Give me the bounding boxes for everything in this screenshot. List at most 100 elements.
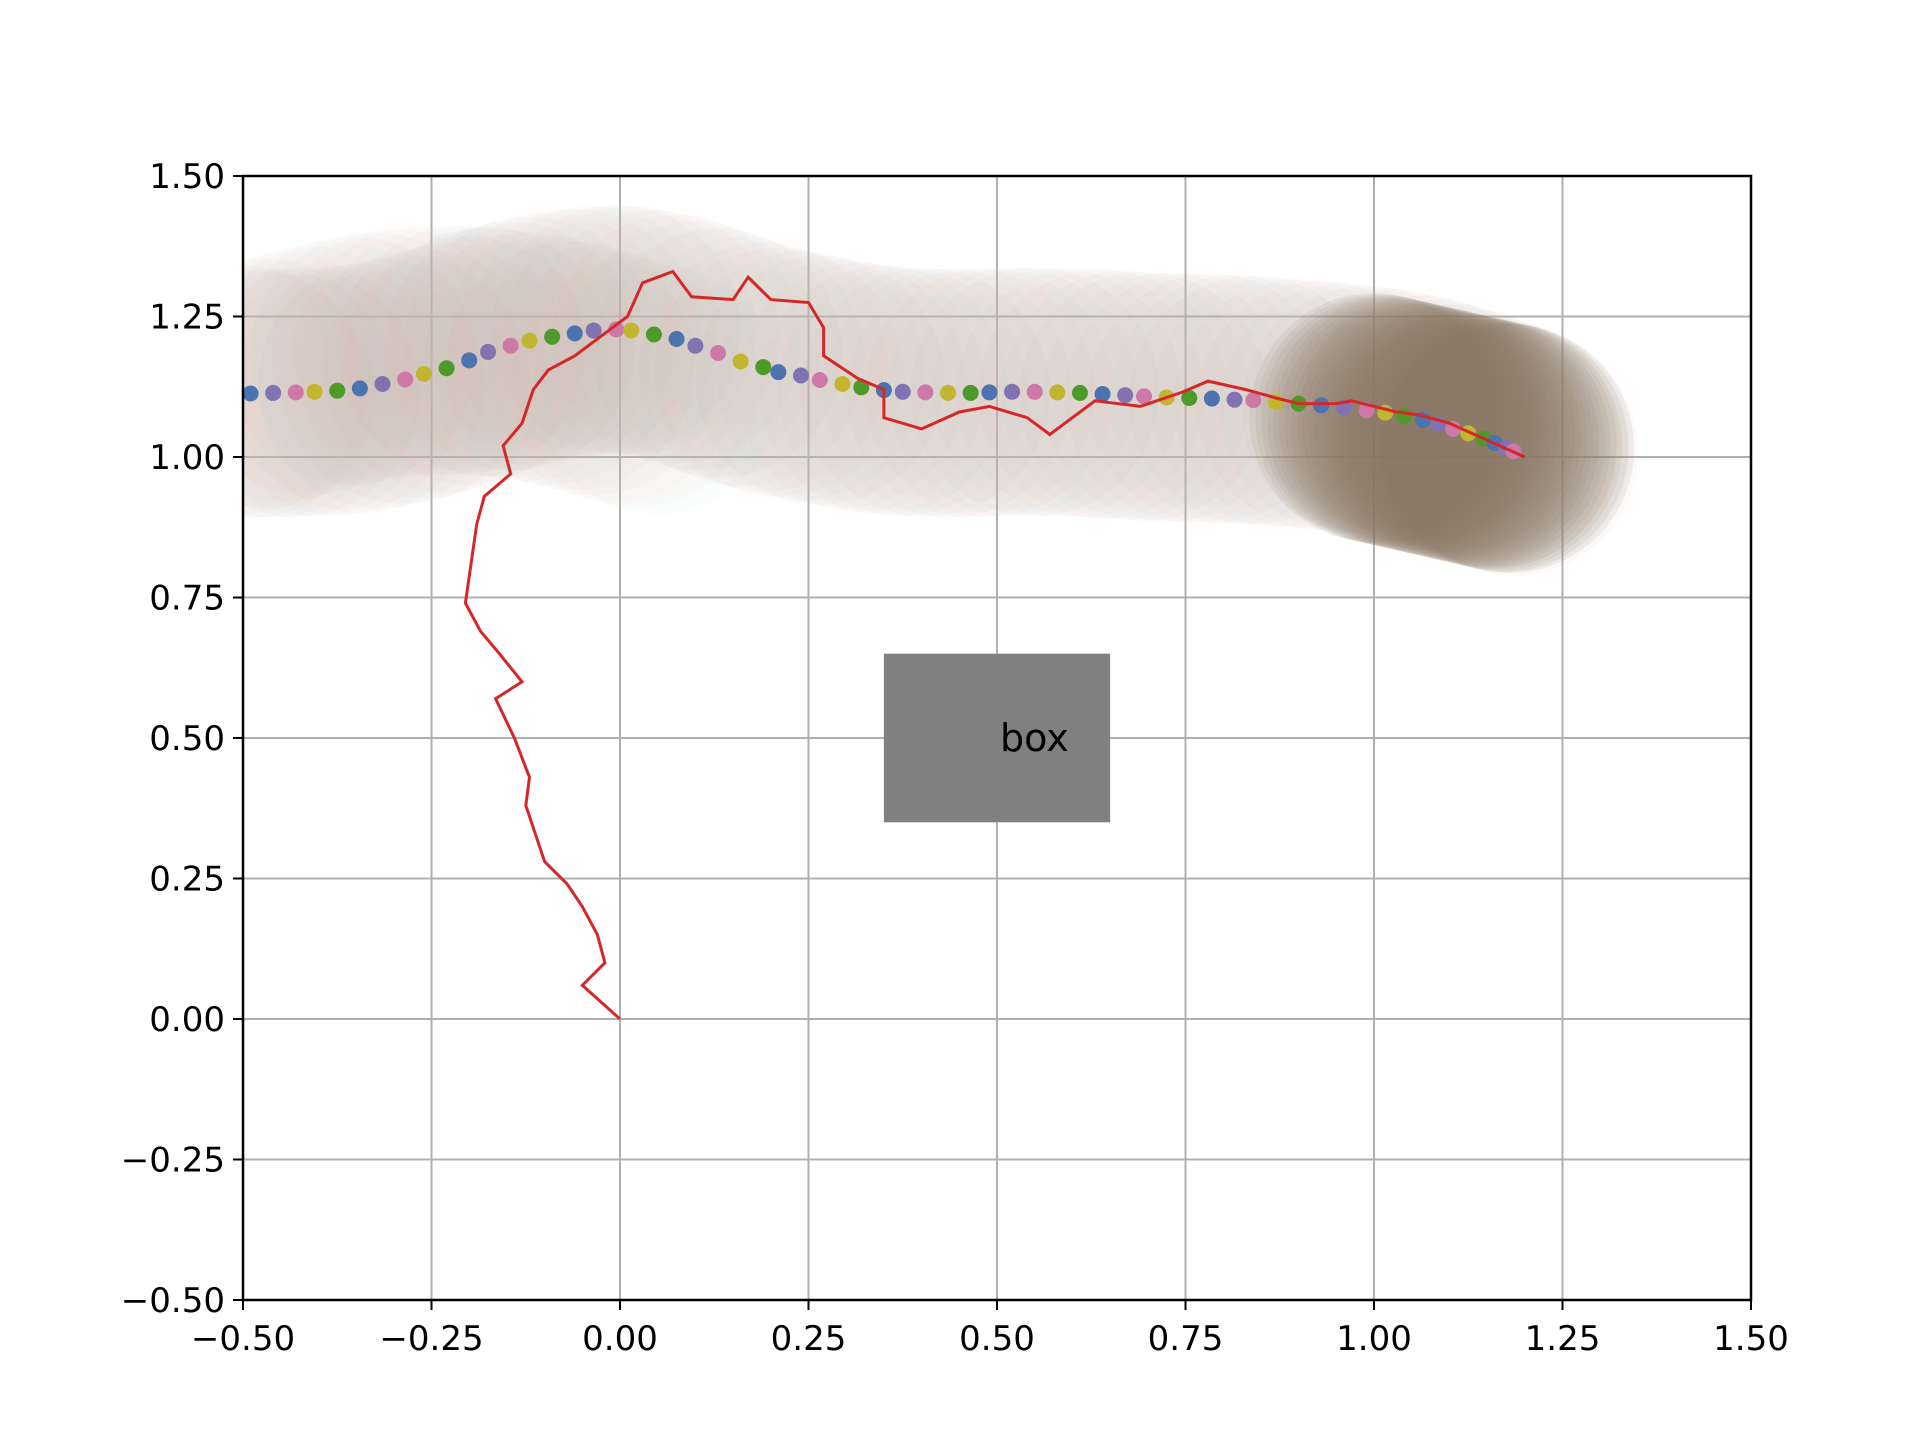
- data-point: [374, 375, 391, 392]
- data-point: [585, 322, 602, 339]
- data-point: [623, 322, 640, 339]
- halo-dense-circle: [1249, 293, 1499, 543]
- box-rect: [883, 653, 1111, 823]
- x-tick-label: 0.00: [582, 1319, 658, 1359]
- halo-dense-circle: [1314, 308, 1564, 557]
- x-tick-label: 1.00: [1336, 1319, 1412, 1359]
- data-point: [1445, 420, 1462, 437]
- halo-circle: [424, 236, 673, 486]
- data-point: [1313, 397, 1330, 414]
- data-point: [811, 372, 828, 389]
- data-point: [1117, 387, 1134, 404]
- data-point: [755, 359, 772, 376]
- data-point: [397, 371, 414, 388]
- data-point: [894, 383, 911, 400]
- halo-circle: [243, 236, 477, 485]
- halo-dense-circle: [1279, 299, 1528, 549]
- halo-dense-circle: [1284, 301, 1534, 551]
- data-point: [502, 337, 519, 354]
- data-point: [243, 385, 259, 402]
- data-point: [461, 352, 478, 369]
- y-tick-label: 1.00: [149, 438, 225, 478]
- series-line: [463, 269, 1526, 1021]
- halo-circle: [243, 265, 368, 514]
- data-point: [853, 379, 870, 396]
- x-tick-label: 0.25: [771, 1319, 847, 1359]
- halo-circle: [271, 229, 521, 478]
- x-tick-label: 1.25: [1525, 1319, 1601, 1359]
- data-point: [329, 382, 346, 399]
- box-annotation: box: [883, 653, 1111, 823]
- data-point: [939, 384, 956, 401]
- data-point: [1071, 384, 1088, 401]
- data-point: [1396, 407, 1413, 424]
- y-tick-label: −0.50: [121, 1281, 225, 1321]
- y-tick-label: 0.50: [149, 719, 225, 759]
- x-tick-label: 1.50: [1713, 1319, 1789, 1359]
- halo-dense-circle: [1290, 302, 1540, 552]
- x-tick-label: −0.50: [191, 1319, 295, 1359]
- line-series: [463, 269, 1526, 1021]
- data-point: [351, 380, 368, 397]
- x-tick-label: 0.75: [1148, 1319, 1224, 1359]
- data-point: [962, 384, 979, 401]
- halo-dense-circle: [1267, 297, 1517, 547]
- halo-dense-circle: [1308, 306, 1558, 556]
- data-point: [306, 383, 323, 400]
- halo-circle: [467, 246, 717, 496]
- data-point: [917, 384, 934, 401]
- halo-circle: [402, 232, 652, 482]
- y-tick-label: 0.00: [149, 1000, 225, 1040]
- data-point: [1136, 388, 1153, 405]
- data-point: [1245, 392, 1262, 409]
- data-point: [792, 367, 809, 384]
- halo-dense-circle: [1296, 304, 1546, 553]
- x-tick-label: 0.50: [959, 1319, 1035, 1359]
- halo-dense-circle: [1332, 312, 1582, 561]
- data-point: [1049, 384, 1066, 401]
- halo-circle: [243, 241, 455, 490]
- halo-dense-circle: [1320, 309, 1570, 559]
- y-tick-label: 0.25: [149, 860, 225, 900]
- data-point: [981, 384, 998, 401]
- halo-dense-circle: [1255, 294, 1505, 544]
- data-point: [544, 328, 561, 345]
- data-point: [265, 384, 282, 401]
- halo-circle: [243, 246, 433, 496]
- data-point: [1226, 391, 1243, 408]
- data-point: [438, 360, 455, 377]
- data-point: [480, 343, 497, 360]
- halo-dense-circle: [1273, 298, 1523, 548]
- data-point: [732, 353, 749, 370]
- halo-dense-circle: [1302, 305, 1552, 555]
- halo-circle: [533, 265, 783, 514]
- data-point: [645, 326, 662, 343]
- box-label: box: [1000, 716, 1069, 760]
- halo-circle: [489, 252, 739, 502]
- data-point: [1181, 389, 1198, 406]
- data-point: [1094, 386, 1111, 403]
- halo-circle: [243, 252, 412, 502]
- data-point: [521, 332, 538, 349]
- data-point: [1004, 383, 1021, 400]
- data-point: [710, 345, 727, 362]
- x-tick-label: −0.25: [379, 1319, 483, 1359]
- data-point: [566, 325, 583, 342]
- halo-circle: [315, 225, 564, 475]
- data-point: [415, 365, 432, 382]
- data-point: [687, 337, 704, 354]
- data-point: [668, 330, 685, 347]
- data-point: [608, 321, 625, 338]
- data-point: [287, 384, 304, 401]
- halo-circle: [380, 229, 630, 478]
- halo-circle: [336, 225, 586, 475]
- data-point: [834, 375, 851, 392]
- y-tick-label: −0.25: [121, 1141, 225, 1181]
- y-tick-label: 1.50: [149, 157, 225, 197]
- y-tick-label: 1.25: [149, 298, 225, 338]
- halo-dense-circle: [1349, 316, 1599, 565]
- y-tick-label: 0.75: [149, 579, 225, 619]
- halo-circle: [293, 227, 543, 476]
- halo-circle: [511, 258, 761, 508]
